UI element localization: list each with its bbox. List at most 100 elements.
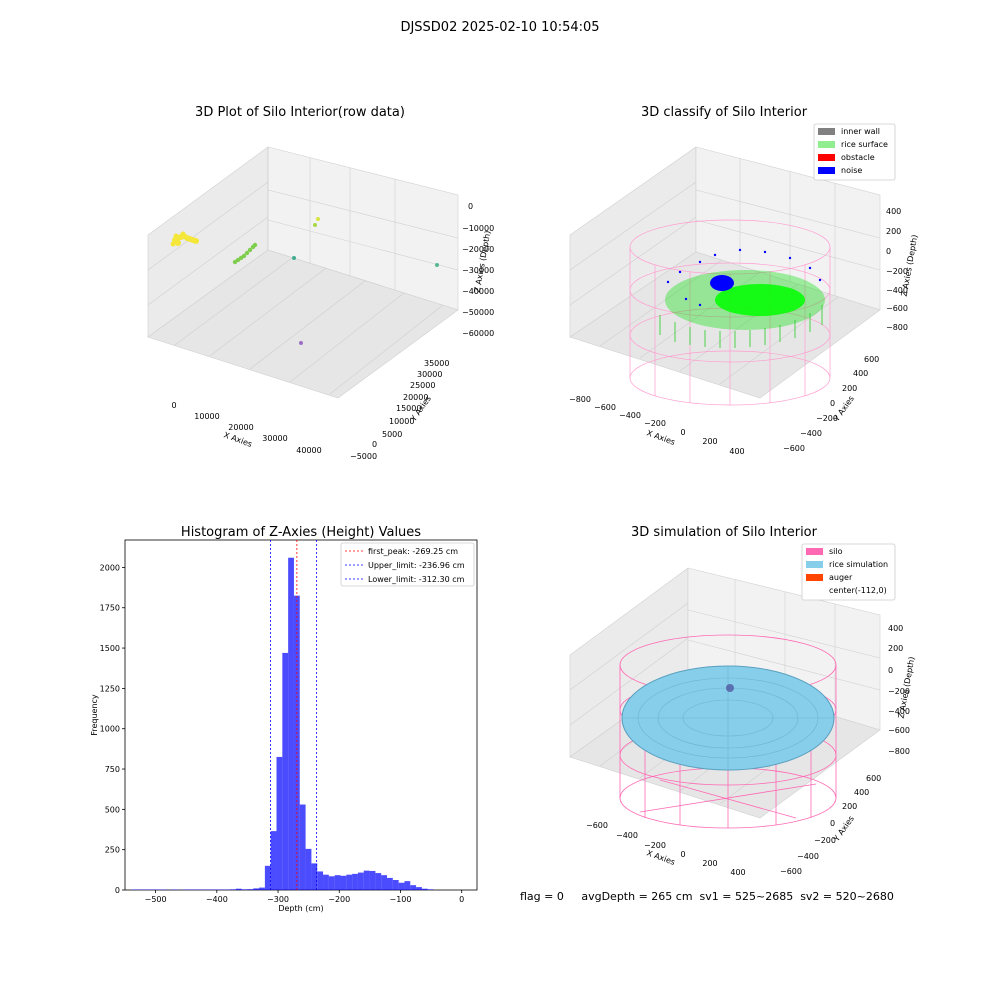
- raw-x-tick: 30000: [262, 434, 287, 443]
- raw-point-cluster-green: [232, 242, 258, 265]
- simulation-rice-surface: [621, 665, 835, 771]
- raw-z-tick: −30000: [462, 266, 494, 275]
- raw-y-tick: 15000: [396, 404, 421, 413]
- classify-x-tick: 400: [729, 447, 744, 456]
- hist-bar: [346, 874, 353, 890]
- simulation-y-tick: −200: [814, 836, 836, 845]
- legend-label: inner wall: [841, 127, 880, 136]
- hist-bar: [299, 804, 306, 890]
- hist-y-tick-label: 0: [115, 886, 120, 895]
- legend-label: rice surface: [841, 140, 888, 149]
- classify-y-ticks: −600 −400 −200 0 200 400 600: [783, 355, 879, 453]
- classify-y-tick: 600: [864, 355, 879, 364]
- classify-x-tick: 200: [702, 437, 717, 446]
- hist-bar: [398, 882, 405, 890]
- hist-x-tick-label: 0: [459, 895, 464, 904]
- raw-x-tick: 0: [171, 401, 176, 410]
- raw-z-tick: −60000: [462, 329, 494, 338]
- legend-label: first_peak: -269.25 cm: [368, 547, 458, 556]
- legend-swatch: [806, 587, 823, 594]
- legend-swatch: [806, 561, 823, 568]
- panel-histogram: Histogram of Z-Axies (Height) Values −50…: [90, 525, 478, 913]
- auger-marker: [726, 684, 734, 692]
- hist-title: Histogram of Z-Axies (Height) Values: [181, 525, 421, 540]
- hist-bar: [352, 873, 358, 890]
- hist-x-tick-label: −200: [328, 895, 350, 904]
- classify-z-tick: −600: [886, 304, 908, 313]
- simulation-y-tick: 400: [854, 788, 869, 797]
- classify-axes-box: [569, 146, 881, 399]
- legend-label: center(-112,0): [829, 586, 887, 595]
- hist-x-ticks: −500 −400 −300 −200 −100 0: [145, 890, 464, 904]
- raw-y-tick: 5000: [382, 430, 402, 439]
- hist-bar: [369, 870, 376, 890]
- raw-x-ticks: 0 10000 20000 30000 40000: [171, 401, 321, 455]
- simulation-y-tick: −600: [780, 867, 802, 876]
- simulation-y-tick: 0: [830, 819, 835, 828]
- hist-bar: [328, 876, 335, 890]
- hist-y-ticks: 0 250 500 750 1000 1250 1500 1750 2000: [100, 563, 125, 895]
- raw-point: [316, 217, 320, 221]
- raw-x-tick: 20000: [228, 423, 253, 432]
- hist-bar: [404, 881, 411, 890]
- hist-x-tick-label: −500: [145, 895, 167, 904]
- panel-simulation: 3D simulation of Silo Interior: [569, 525, 916, 877]
- simulation-z-tick: 400: [888, 624, 903, 633]
- raw-z-label: Z Axies (Depth): [473, 230, 493, 293]
- classify-z-tick: 400: [886, 207, 901, 216]
- simulation-x-tick: −200: [644, 841, 666, 850]
- simulation-x-ticks: −600 −400 −200 0 200 400: [586, 821, 746, 877]
- hist-y-tick-label: 1500: [100, 644, 120, 653]
- hist-y-tick-label: 1000: [100, 725, 120, 734]
- raw-point-cluster-yellow: [170, 231, 199, 247]
- hist-y-tick-label: 2000: [100, 563, 120, 572]
- classify-z-tick: 200: [886, 227, 901, 236]
- hist-x-label: Depth (cm): [278, 904, 323, 913]
- simulation-legend: silo rice simulation auger center(-112,0…: [801, 543, 896, 601]
- legend-label: Lower_limit: -312.30 cm: [368, 575, 465, 584]
- hist-y-tick-label: 500: [105, 805, 120, 814]
- hist-bars: [131, 557, 434, 890]
- hist-bar: [247, 889, 254, 890]
- hist-x-tick-label: −300: [267, 895, 289, 904]
- raw-z-tick: −40000: [462, 287, 494, 296]
- classify-x-tick: −400: [619, 411, 641, 420]
- raw-z-tick: −10000: [462, 224, 494, 233]
- hist-bar: [421, 888, 428, 890]
- hist-bar: [387, 877, 393, 890]
- raw-point: [435, 263, 439, 267]
- legend-label: silo: [829, 547, 843, 556]
- hist-bar: [323, 874, 329, 890]
- raw-y-tick: 30000: [417, 370, 442, 379]
- classify-z-ticks: 400 200 0 −200 −400 −600 −800: [886, 207, 908, 332]
- hist-bar: [264, 865, 271, 890]
- hist-y-label: Frequency: [90, 694, 99, 736]
- raw-axes-box: [147, 146, 459, 399]
- classify-z-tick: −200: [886, 267, 908, 276]
- simulation-y-tick: 600: [866, 774, 881, 783]
- simulation-x-label: X Axies: [645, 848, 676, 867]
- hist-bar: [235, 888, 242, 890]
- legend-label: noise: [841, 166, 862, 175]
- raw-point: [292, 256, 296, 260]
- raw-y-tick: −5000: [350, 452, 377, 461]
- hist-bar: [276, 756, 283, 890]
- simulation-y-ticks: −600 −400 −200 0 200 400 600: [780, 774, 881, 876]
- simulation-title: 3D simulation of Silo Interior: [631, 525, 818, 540]
- simulation-x-tick: −600: [586, 821, 608, 830]
- classify-y-tick: −600: [783, 444, 805, 453]
- figure-suptitle: DJSSD02 2025-02-10 10:54:05: [400, 20, 599, 35]
- hist-bar: [311, 863, 318, 890]
- raw-x-tick: 10000: [194, 412, 219, 421]
- hist-legend: first_peak: -269.25 cm Upper_limit: -236…: [340, 542, 475, 587]
- classify-legend: inner wall rice surface obstacle noise: [813, 123, 896, 181]
- raw-z-tick: 0: [468, 202, 473, 211]
- classify-x-label: X Axies: [645, 428, 676, 447]
- hist-bar: [229, 889, 236, 890]
- simulation-z-tick: 0: [888, 666, 893, 675]
- status-footer: flag = 0 avgDepth = 265 cm sv1 = 525~268…: [520, 890, 894, 903]
- legend-label: rice simulation: [829, 560, 888, 569]
- classify-z-tick: −800: [886, 323, 908, 332]
- hist-bar: [410, 885, 417, 890]
